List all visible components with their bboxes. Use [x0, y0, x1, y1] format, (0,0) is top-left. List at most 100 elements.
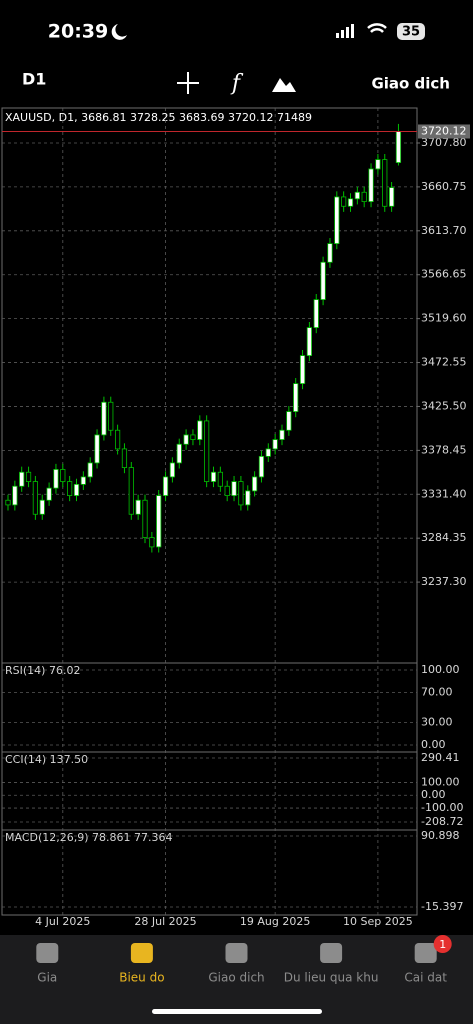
- indicator-label: CCI(14) 137.50: [5, 753, 88, 766]
- candle-body: [388, 187, 395, 207]
- signal-icon: [336, 24, 354, 38]
- candle-body: [5, 499, 11, 506]
- candle-body: [361, 191, 367, 203]
- candle-body: [60, 469, 66, 482]
- candle-body: [190, 434, 196, 440]
- tab-icon[interactable]: [320, 943, 343, 963]
- tab-label[interactable]: Cai dat: [404, 971, 447, 985]
- candle-body: [169, 462, 175, 478]
- candle-body: [46, 487, 52, 501]
- candle-body: [231, 481, 237, 496]
- crosshair-icon[interactable]: [177, 72, 199, 94]
- candle-body: [128, 467, 134, 515]
- candle-body: [299, 355, 306, 384]
- tab-label[interactable]: Du lieu qua khu: [284, 971, 379, 985]
- current-price: 3720.12: [421, 124, 467, 137]
- candle-body: [39, 499, 45, 515]
- tab-icon[interactable]: [225, 943, 248, 963]
- indicator-tick-label: 290.41: [421, 751, 460, 764]
- x-tick-label: 4 Jul 2025: [35, 915, 90, 928]
- candle-body: [53, 469, 59, 489]
- candle-body: [320, 261, 326, 300]
- candle-body: [258, 455, 265, 478]
- x-tick-label: 19 Aug 2025: [240, 915, 310, 928]
- chart-title: XAUUSD, D1, 3686.81 3728.25 3683.69 3720…: [5, 111, 312, 124]
- indicator-icon[interactable]: f: [230, 71, 244, 96]
- trade-button[interactable]: Giao dich: [371, 75, 450, 93]
- indicator-tick-label: -208.72: [421, 815, 463, 828]
- candle-body: [115, 429, 121, 450]
- candle-body: [334, 196, 340, 245]
- tab-icon[interactable]: [130, 943, 153, 963]
- y-tick-label: 3707.80: [421, 136, 467, 149]
- battery-icon: [397, 23, 425, 40]
- candle-body: [135, 499, 141, 515]
- timeframe[interactable]: D1: [22, 70, 46, 89]
- x-tick-label: 28 Jul 2025: [134, 915, 196, 928]
- tab-label[interactable]: Bieu do: [119, 971, 164, 985]
- indicator-tick-label: 30.00: [421, 716, 453, 729]
- clock: 20:39: [48, 21, 108, 43]
- candle-body: [347, 198, 354, 207]
- candle-body: [395, 131, 402, 163]
- indicator-tick-label: 0.00: [421, 738, 446, 751]
- indicator-tick-label: 100.00: [421, 663, 460, 676]
- candle-body: [19, 471, 25, 487]
- x-tick-label: 10 Sep 2025: [343, 915, 413, 928]
- candle-body: [94, 434, 100, 464]
- indicator-tick-label: 100.00: [421, 775, 460, 788]
- candle-body: [306, 327, 313, 356]
- indicator-tick-label: -15.397: [421, 900, 463, 913]
- battery-level: 35: [402, 25, 420, 40]
- tab-label[interactable]: Giao dich: [208, 971, 264, 985]
- candle-body: [238, 481, 244, 506]
- candle-body: [286, 411, 292, 431]
- y-tick-label: 3472.55: [421, 356, 467, 369]
- candle-body: [162, 476, 169, 496]
- candle-body: [101, 401, 107, 436]
- candle-body: [265, 448, 271, 457]
- objects-icon[interactable]: [272, 78, 296, 92]
- tab-icon[interactable]: [414, 943, 437, 963]
- indicator-tick-label: 70.00: [421, 685, 453, 698]
- candle-body: [382, 159, 388, 207]
- candle-body: [156, 495, 162, 548]
- candle-body: [224, 485, 230, 496]
- price-tag: [418, 124, 470, 139]
- y-tick-label: 3660.75: [421, 180, 467, 193]
- y-tick-label: 3331.40: [421, 487, 467, 500]
- tab-icon[interactable]: [36, 943, 59, 963]
- home-indicator: [152, 1009, 322, 1014]
- candle-body: [204, 420, 210, 482]
- candle-body: [272, 439, 278, 450]
- indicator-tick-label: -100.00: [421, 801, 463, 814]
- y-tick-label: 3378.45: [421, 443, 467, 456]
- candle-body: [80, 476, 86, 485]
- candle-body: [108, 401, 114, 431]
- indicator-label: MACD(12,26,9) 78.861 77.364: [5, 831, 173, 844]
- y-tick-label: 3519.60: [421, 312, 467, 325]
- y-tick-label: 3566.65: [421, 268, 467, 281]
- candle-body: [341, 196, 347, 207]
- wifi-icon: [367, 23, 387, 33]
- candle-body: [197, 420, 203, 440]
- moon-icon: [111, 24, 127, 40]
- candle-body: [87, 462, 93, 478]
- candle-body: [251, 476, 258, 492]
- candle-body: [375, 159, 381, 170]
- candle-body: [121, 448, 128, 468]
- candle-body: [368, 168, 374, 203]
- candle-body: [327, 243, 333, 263]
- candle-body: [73, 483, 80, 496]
- indicator-tick-label: 90.898: [421, 829, 460, 842]
- badge: [433, 935, 452, 953]
- candle-body: [210, 471, 217, 482]
- candle-body: [245, 490, 251, 506]
- candle-body: [12, 485, 18, 506]
- indicator-label: RSI(14) 76.02: [5, 664, 80, 677]
- tab-label[interactable]: Gia: [37, 971, 57, 985]
- candle-body: [149, 537, 155, 548]
- chart-frame: [1, 107, 418, 916]
- badge-count: 1: [439, 938, 446, 951]
